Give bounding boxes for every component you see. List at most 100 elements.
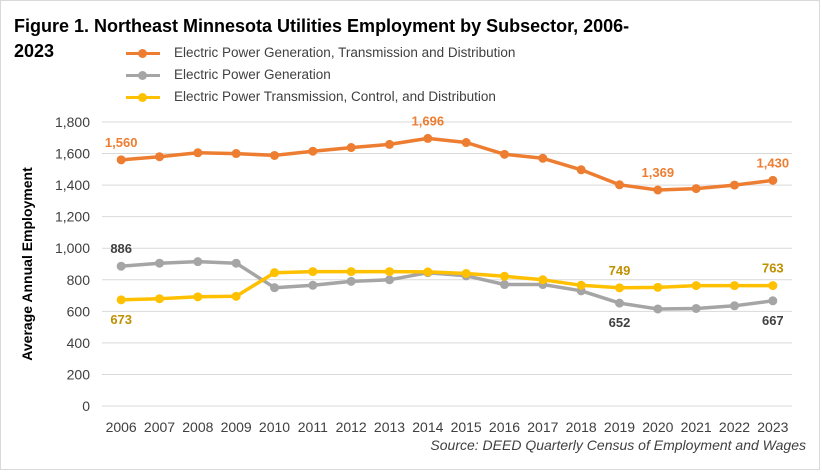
y-axis-ticks: 0 200 400 600 800 1,000 1,200 1,400 1,600 1,800 — [55, 114, 90, 414]
x-tick-label: 2021 — [681, 419, 712, 435]
x-tick-label: 2008 — [182, 419, 213, 435]
x-tick-label: 2013 — [374, 419, 405, 435]
data-label: 667 — [762, 313, 784, 328]
legend-item-transmission: Electric Power Transmission, Control, an… — [126, 86, 515, 108]
data-label: 1,369 — [642, 165, 675, 180]
data-point — [768, 296, 778, 306]
data-label: 1,560 — [105, 135, 138, 150]
data-point — [231, 291, 241, 301]
data-point — [155, 258, 164, 268]
data-point — [500, 271, 509, 281]
x-tick-label: 2007 — [144, 419, 175, 435]
y-tick-label: 1,600 — [55, 146, 90, 162]
chart-title: Figure 1. Northeast Minnesota Utilities … — [14, 16, 630, 61]
data-point — [193, 257, 203, 267]
data-point — [155, 152, 164, 162]
legend-item-generation: Electric Power Generation — [126, 64, 515, 86]
x-tick-label: 2009 — [221, 419, 252, 435]
x-tick-label: 2006 — [106, 419, 137, 435]
series-line — [119, 269, 775, 302]
legend-item-total: Electric Power Generation, Transmission … — [126, 42, 515, 64]
data-point — [500, 149, 509, 159]
data-point — [730, 281, 739, 291]
x-tick-label: 2012 — [336, 419, 367, 435]
x-tick-label: 2014 — [412, 419, 443, 435]
data-point — [691, 303, 701, 313]
data-point — [653, 304, 663, 314]
data-point — [270, 283, 279, 293]
x-tick-label: 2017 — [527, 419, 558, 435]
data-point — [116, 155, 126, 165]
data-point — [308, 267, 318, 277]
y-tick-label: 400 — [67, 335, 91, 351]
data-point — [385, 267, 394, 277]
data-point — [691, 184, 701, 194]
data-point — [385, 275, 394, 285]
x-tick-label: 2019 — [604, 419, 635, 435]
data-point — [270, 150, 279, 160]
data-point — [346, 143, 356, 153]
data-point — [691, 281, 701, 291]
x-tick-label: 2022 — [719, 419, 750, 435]
data-point — [231, 258, 241, 268]
data-label: 1,696 — [412, 113, 445, 128]
data-point — [461, 138, 471, 148]
data-point — [193, 148, 203, 158]
y-tick-label: 800 — [67, 272, 91, 288]
data-point — [538, 153, 548, 163]
data-point — [576, 280, 586, 290]
data-label: 673 — [110, 312, 132, 327]
data-point — [155, 294, 164, 304]
data-point — [768, 281, 778, 291]
data-labels: 1,560 1,696 1,369 1,430 886 652 667 673 749 763 — [105, 113, 789, 330]
data-point — [423, 267, 433, 277]
legend-swatch-generation — [126, 71, 160, 80]
y-tick-label: 200 — [67, 366, 91, 382]
data-point — [270, 268, 279, 278]
source-note: Source: DEED Quarterly Census of Employm… — [430, 437, 806, 453]
y-tick-label: 1,200 — [55, 209, 90, 225]
data-point — [116, 295, 126, 305]
data-point — [423, 133, 433, 143]
data-point — [615, 283, 624, 293]
x-tick-label: 2016 — [489, 419, 520, 435]
data-label: 1,430 — [757, 155, 790, 170]
data-point — [615, 180, 624, 190]
legend-swatch-transmission — [126, 93, 160, 102]
data-point — [308, 280, 318, 290]
data-point — [576, 165, 586, 175]
data-point — [193, 292, 203, 302]
series-2 — [116, 267, 778, 305]
series-line — [119, 136, 775, 192]
legend-label-transmission: Electric Power Transmission, Control, an… — [174, 89, 496, 104]
data-point — [730, 180, 739, 190]
series-layer — [116, 133, 778, 314]
data-point — [385, 139, 394, 149]
data-point — [538, 275, 548, 285]
data-point — [231, 149, 241, 159]
y-tick-label: 600 — [67, 303, 91, 319]
x-axis-ticks: 2006 2007 2008 2009 2010 2011 2012 2013 2014 2015… — [106, 419, 789, 435]
data-point — [500, 280, 509, 290]
y-tick-label: 1,800 — [55, 114, 90, 130]
x-tick-label: 2018 — [566, 419, 597, 435]
legend-label-generation: Electric Power Generation — [174, 67, 331, 82]
legend-swatch-total — [126, 49, 160, 58]
data-point — [615, 298, 624, 308]
data-point — [308, 146, 318, 156]
y-tick-label: 1,000 — [55, 240, 90, 256]
data-label: 763 — [762, 261, 784, 276]
x-tick-label: 2023 — [757, 419, 788, 435]
y-tick-label: 0 — [82, 398, 90, 414]
data-point — [461, 268, 471, 278]
series-0 — [116, 133, 778, 195]
x-tick-label: 2020 — [642, 419, 673, 435]
y-tick-label: 1,400 — [55, 177, 90, 193]
data-point — [346, 267, 356, 277]
x-tick-label: 2010 — [259, 419, 290, 435]
x-tick-label: 2011 — [298, 419, 328, 435]
legend-label-total: Electric Power Generation, Transmission … — [174, 45, 516, 60]
gridlines — [102, 121, 792, 407]
